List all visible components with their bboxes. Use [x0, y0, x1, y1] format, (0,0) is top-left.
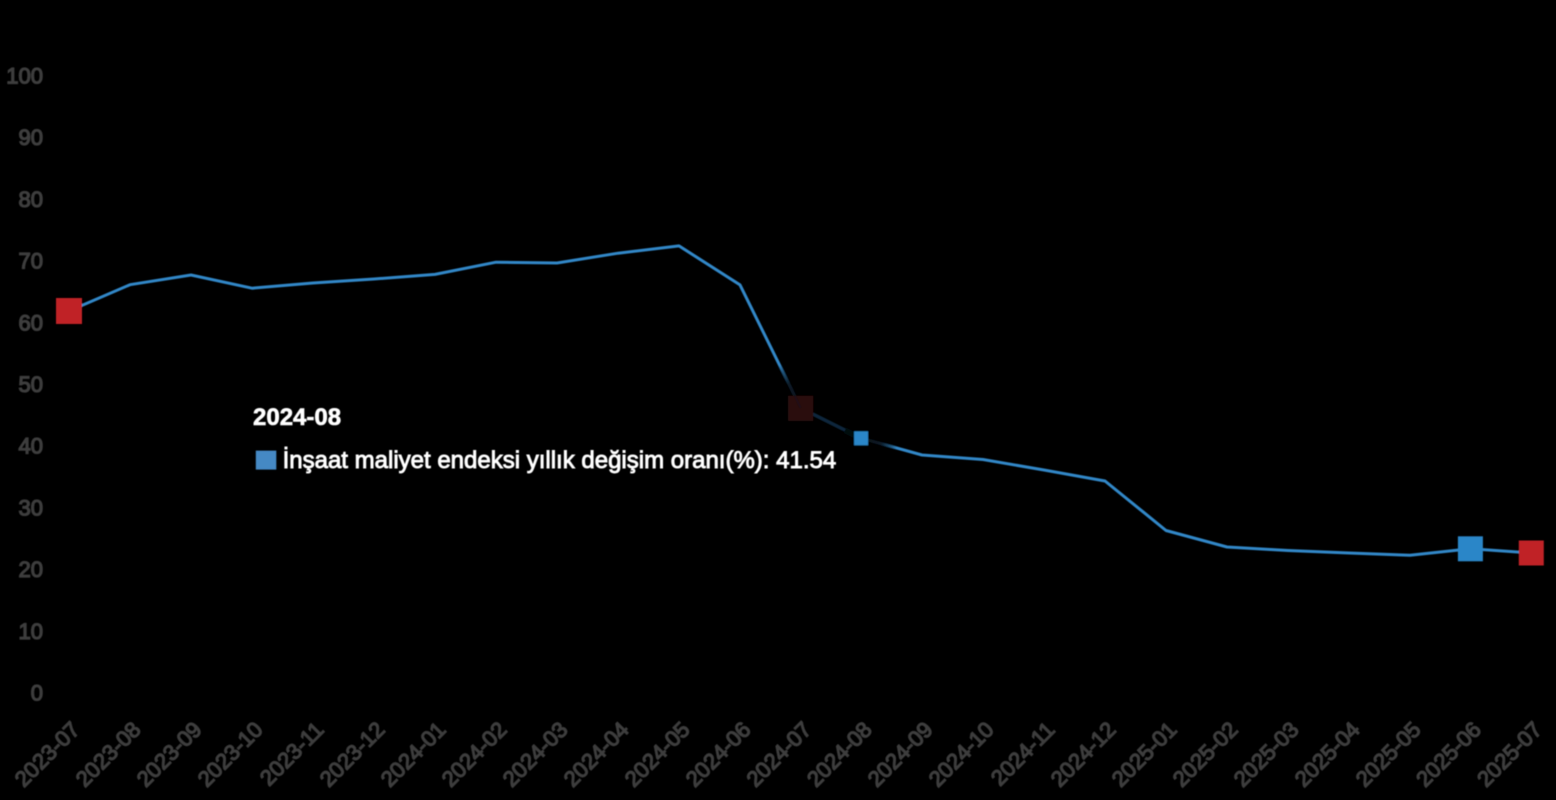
svg-text:40: 40	[19, 434, 43, 459]
svg-text:80: 80	[19, 187, 43, 212]
svg-text:50: 50	[19, 372, 43, 397]
svg-text:2024-08: 2024-08	[253, 404, 341, 431]
svg-text:İnşaat maliyet endeksi yıllık: İnşaat maliyet endeksi yıllık değişim or…	[283, 447, 837, 474]
svg-text:10: 10	[19, 619, 43, 644]
svg-text:60: 60	[19, 310, 43, 335]
svg-text:30: 30	[19, 495, 43, 520]
svg-text:20: 20	[19, 557, 43, 582]
svg-text:0: 0	[31, 681, 43, 706]
svg-text:100: 100	[6, 64, 43, 89]
svg-text:70: 70	[19, 249, 43, 274]
svg-text:90: 90	[19, 125, 43, 150]
